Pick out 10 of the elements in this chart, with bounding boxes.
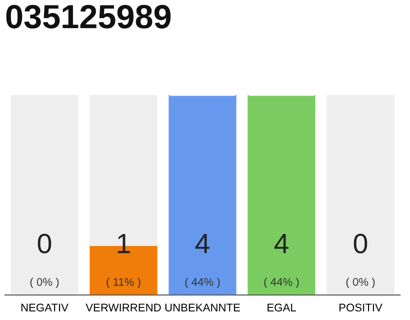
x-tick-label: POSITIV — [339, 304, 382, 312]
x-tick-label: NEGATIV — [21, 304, 68, 312]
chart-title: 035125989 — [6, 4, 171, 29]
x-tick-label: VERWIRREND — [86, 304, 161, 312]
data-label: 4 ( 44% ) — [185, 234, 220, 288]
data-label: 0 ( 0% ) — [346, 234, 375, 288]
x-tick-label: EGAL — [268, 304, 296, 312]
x-tick-label: UNBEKANNTE — [165, 304, 240, 312]
data-label: 0 ( 0% ) — [30, 234, 59, 288]
data-label: 4 ( 44% ) — [264, 234, 299, 288]
